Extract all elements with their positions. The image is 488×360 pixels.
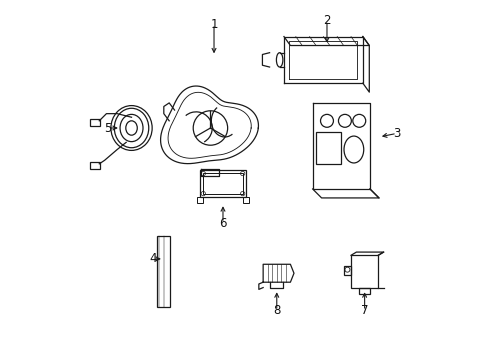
- Bar: [90, 162, 100, 169]
- Text: 6: 6: [219, 216, 226, 230]
- Text: 3: 3: [392, 127, 400, 140]
- Bar: [316, 132, 341, 164]
- Bar: [90, 119, 100, 126]
- Bar: [243, 197, 249, 203]
- Text: 2: 2: [323, 14, 330, 27]
- Bar: [196, 197, 202, 203]
- Text: 4: 4: [149, 252, 157, 265]
- Text: 7: 7: [360, 305, 367, 318]
- Text: 1: 1: [210, 18, 217, 31]
- Text: 8: 8: [272, 305, 280, 318]
- Bar: [350, 255, 378, 288]
- Bar: [343, 266, 350, 275]
- Bar: [157, 235, 170, 307]
- Bar: [359, 288, 369, 294]
- Bar: [203, 173, 242, 194]
- Text: 5: 5: [104, 122, 112, 135]
- Bar: [199, 170, 246, 197]
